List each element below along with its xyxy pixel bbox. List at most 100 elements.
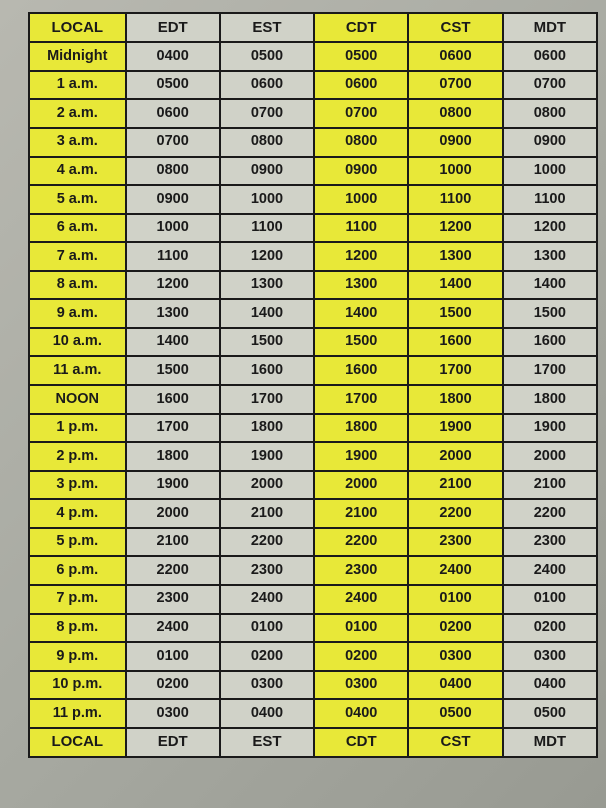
time-cell: 1700	[503, 356, 597, 385]
time-cell: 1400	[314, 299, 408, 328]
time-cell: 1300	[408, 242, 502, 271]
time-cell: 2300	[503, 528, 597, 557]
row-label: 8 p.m.	[29, 614, 126, 643]
row-label: 7 a.m.	[29, 242, 126, 271]
row-label: 11 p.m.	[29, 699, 126, 728]
table-row: 9 p.m.01000200020003000300	[29, 642, 597, 671]
time-cell: 0200	[408, 614, 502, 643]
row-label: Midnight	[29, 42, 126, 71]
row-label: 2 p.m.	[29, 442, 126, 471]
time-cell: 1900	[408, 414, 502, 443]
time-cell: 1100	[408, 185, 502, 214]
time-cell: 0300	[126, 699, 220, 728]
time-cell: 1500	[126, 356, 220, 385]
time-cell: 0500	[314, 42, 408, 71]
table-row: 4 p.m.20002100210022002200	[29, 499, 597, 528]
row-label: 2 a.m.	[29, 99, 126, 128]
time-cell: 1600	[408, 328, 502, 357]
time-cell: 0100	[314, 614, 408, 643]
time-cell: 0900	[408, 128, 502, 157]
col-footer-est: EST	[220, 728, 314, 757]
table-row: NOON16001700170018001800	[29, 385, 597, 414]
table-row: 3 a.m.07000800080009000900	[29, 128, 597, 157]
time-cell: 2200	[314, 528, 408, 557]
row-label: 1 a.m.	[29, 71, 126, 100]
time-cell: 1000	[220, 185, 314, 214]
time-cell: 2300	[126, 585, 220, 614]
time-cell: 1200	[314, 242, 408, 271]
time-cell: 0800	[314, 128, 408, 157]
time-cell: 2200	[220, 528, 314, 557]
time-cell: 2000	[220, 471, 314, 500]
time-cell: 2400	[503, 556, 597, 585]
row-label: 10 p.m.	[29, 671, 126, 700]
time-cell: 2400	[220, 585, 314, 614]
time-cell: 2300	[408, 528, 502, 557]
row-label: 10 a.m.	[29, 328, 126, 357]
table-row: 6 a.m.10001100110012001200	[29, 214, 597, 243]
time-cell: 1200	[408, 214, 502, 243]
time-cell: 0700	[220, 99, 314, 128]
table-header: LOCALEDTESTCDTCSTMDT	[29, 13, 597, 42]
time-cell: 1600	[220, 356, 314, 385]
time-cell: 0400	[503, 671, 597, 700]
time-cell: 0300	[503, 642, 597, 671]
time-cell: 0400	[220, 699, 314, 728]
time-cell: 1800	[314, 414, 408, 443]
time-cell: 1900	[126, 471, 220, 500]
col-footer-mdt: MDT	[503, 728, 597, 757]
time-cell: 0100	[503, 585, 597, 614]
time-cell: 1000	[503, 157, 597, 186]
time-cell: 2300	[220, 556, 314, 585]
time-cell: 0200	[314, 642, 408, 671]
table-row: 3 p.m.19002000200021002100	[29, 471, 597, 500]
col-footer-cdt: CDT	[314, 728, 408, 757]
time-cell: 0400	[314, 699, 408, 728]
col-header-edt: EDT	[126, 13, 220, 42]
table-row: 10 p.m.02000300030004000400	[29, 671, 597, 700]
table-row: 10 a.m.14001500150016001600	[29, 328, 597, 357]
table-row: 1 a.m.05000600060007000700	[29, 71, 597, 100]
time-cell: 2000	[126, 499, 220, 528]
time-cell: 2400	[408, 556, 502, 585]
time-cell: 1500	[408, 299, 502, 328]
table-row: 2 a.m.06000700070008000800	[29, 99, 597, 128]
table-row: 7 p.m.23002400240001000100	[29, 585, 597, 614]
time-cell: 1800	[503, 385, 597, 414]
time-cell: 1600	[314, 356, 408, 385]
row-label: 9 a.m.	[29, 299, 126, 328]
table-row: 1 p.m.17001800180019001900	[29, 414, 597, 443]
time-cell: 1500	[503, 299, 597, 328]
time-cell: 1400	[220, 299, 314, 328]
col-footer-edt: EDT	[126, 728, 220, 757]
time-cell: 0500	[408, 699, 502, 728]
time-cell: 0800	[408, 99, 502, 128]
time-cell: 1800	[408, 385, 502, 414]
table-row: 11 p.m.03000400040005000500	[29, 699, 597, 728]
time-cell: 0400	[408, 671, 502, 700]
row-label: 3 a.m.	[29, 128, 126, 157]
time-cell: 0600	[220, 71, 314, 100]
row-label: NOON	[29, 385, 126, 414]
time-cell: 1200	[503, 214, 597, 243]
time-cell: 1000	[408, 157, 502, 186]
row-label: 1 p.m.	[29, 414, 126, 443]
time-cell: 0600	[126, 99, 220, 128]
time-cell: 2000	[503, 442, 597, 471]
row-label: 8 a.m.	[29, 271, 126, 300]
time-cell: 0200	[126, 671, 220, 700]
time-cell: 0300	[314, 671, 408, 700]
time-cell: 0900	[220, 157, 314, 186]
row-label: 5 a.m.	[29, 185, 126, 214]
time-cell: 1200	[220, 242, 314, 271]
table-body: Midnight040005000500060006001 a.m.050006…	[29, 42, 597, 728]
row-label: 6 a.m.	[29, 214, 126, 243]
time-cell: 2400	[126, 614, 220, 643]
time-cell: 0900	[314, 157, 408, 186]
time-cell: 0900	[503, 128, 597, 157]
time-cell: 1900	[220, 442, 314, 471]
table-row: 8 a.m.12001300130014001400	[29, 271, 597, 300]
col-header-local: LOCAL	[29, 13, 126, 42]
col-footer-local: LOCAL	[29, 728, 126, 757]
col-header-est: EST	[220, 13, 314, 42]
